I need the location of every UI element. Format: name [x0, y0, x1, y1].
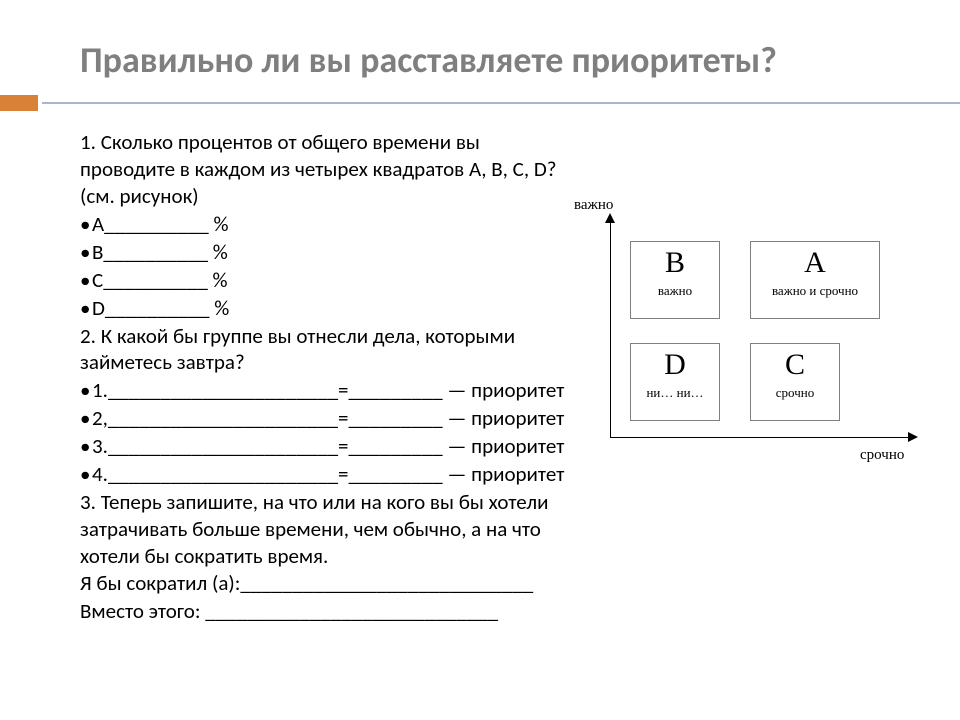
quadrant-b-letter: В	[631, 248, 719, 278]
question-3: 3. Теперь запишите, на что или на кого в…	[80, 489, 570, 570]
body-text: 1. Сколько процентов от общего времени в…	[80, 129, 570, 625]
percent-line-c: C__________ %	[80, 267, 570, 294]
instead-line: Вместо этого: __________________________…	[80, 598, 570, 625]
y-axis-label: важно	[574, 197, 613, 214]
question-2: 2. К какой бы группе вы отнесли дела, ко…	[80, 323, 570, 377]
x-axis-label: срочно	[860, 447, 904, 464]
priority-matrix-diagram: важно срочно В важно A важно и срочно D …	[560, 203, 930, 463]
y-axis-line	[610, 219, 611, 437]
divider-line	[42, 102, 960, 104]
slide: Правильно ли вы расставляете приоритеты?…	[0, 0, 960, 720]
quadrant-b: В важно	[630, 241, 720, 319]
page-title: Правильно ли вы расставляете приоритеты?	[0, 40, 960, 81]
question-1: 1. Сколько процентов от общего времени в…	[80, 129, 570, 210]
quadrant-c-sub: срочно	[751, 386, 839, 399]
quadrant-c-letter: C	[751, 350, 839, 380]
quadrant-a-sub: важно и срочно	[751, 284, 879, 297]
quadrant-c: C срочно	[750, 343, 840, 421]
percent-line-b: B__________ %	[80, 239, 570, 266]
quadrant-a: A важно и срочно	[750, 241, 880, 319]
percent-line-a: A__________ %	[80, 211, 570, 238]
accent-block	[0, 95, 38, 111]
quadrant-d-sub: ни… ни…	[631, 386, 719, 399]
divider	[0, 93, 960, 113]
x-axis-line	[610, 437, 910, 438]
priority-line-1: 1.______________________=_________ — при…	[80, 377, 570, 404]
content-area: 1. Сколько процентов от общего времени в…	[0, 113, 960, 625]
percent-line-d: D__________ %	[80, 295, 570, 322]
x-axis-arrow	[908, 432, 918, 442]
quadrant-d: D ни… ни…	[630, 343, 720, 421]
quadrant-b-sub: важно	[631, 284, 719, 297]
reduce-line: Я бы сократил (а):______________________…	[80, 570, 570, 597]
quadrant-a-letter: A	[751, 248, 879, 278]
priority-line-2: 2,______________________=_________ — при…	[80, 405, 570, 432]
priority-line-4: 4.______________________=_________ — при…	[80, 461, 570, 488]
priority-line-3: 3.______________________=_________ — при…	[80, 433, 570, 460]
quadrant-d-letter: D	[631, 350, 719, 380]
